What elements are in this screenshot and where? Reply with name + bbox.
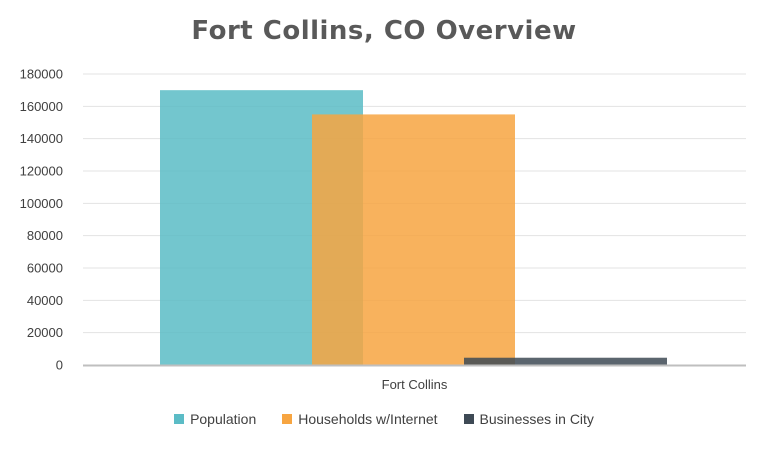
legend-label: Population (190, 411, 257, 427)
y-tick-label: 160000 (20, 99, 63, 114)
y-tick-label: 100000 (20, 196, 63, 211)
legend: Population Households w/Internet Businesse… (0, 411, 768, 427)
bar-businesses-in-city (464, 357, 667, 365)
legend-item: Households w/Internet (282, 411, 438, 427)
legend-swatch (282, 414, 293, 424)
y-tick-label: 60000 (27, 261, 63, 276)
y-tick-label: 140000 (20, 131, 63, 146)
y-tick-label: 20000 (27, 325, 63, 340)
y-tick-label: 0 (56, 358, 63, 373)
legend-item: Businesses in City (463, 411, 594, 427)
bar-households-w-internet (312, 114, 515, 366)
y-tick-label: 120000 (20, 164, 63, 179)
legend-swatch (174, 414, 185, 424)
x-tick-label: Fort Collins (382, 377, 448, 392)
y-tick-label: 80000 (27, 228, 63, 243)
axes: 0 20000 40000 60000 80000 100000 120000 140000 1… (20, 67, 746, 392)
legend-item: Population (174, 411, 256, 427)
legend-swatch (463, 414, 474, 424)
bars (160, 90, 667, 366)
y-tick-label: 180000 (20, 67, 63, 82)
chart-title: Fort Collins, CO Overview (191, 16, 577, 46)
y-tick-label: 40000 (27, 293, 63, 308)
legend-label: Businesses in City (479, 411, 594, 427)
legend-label: Households w/Internet (298, 411, 438, 427)
